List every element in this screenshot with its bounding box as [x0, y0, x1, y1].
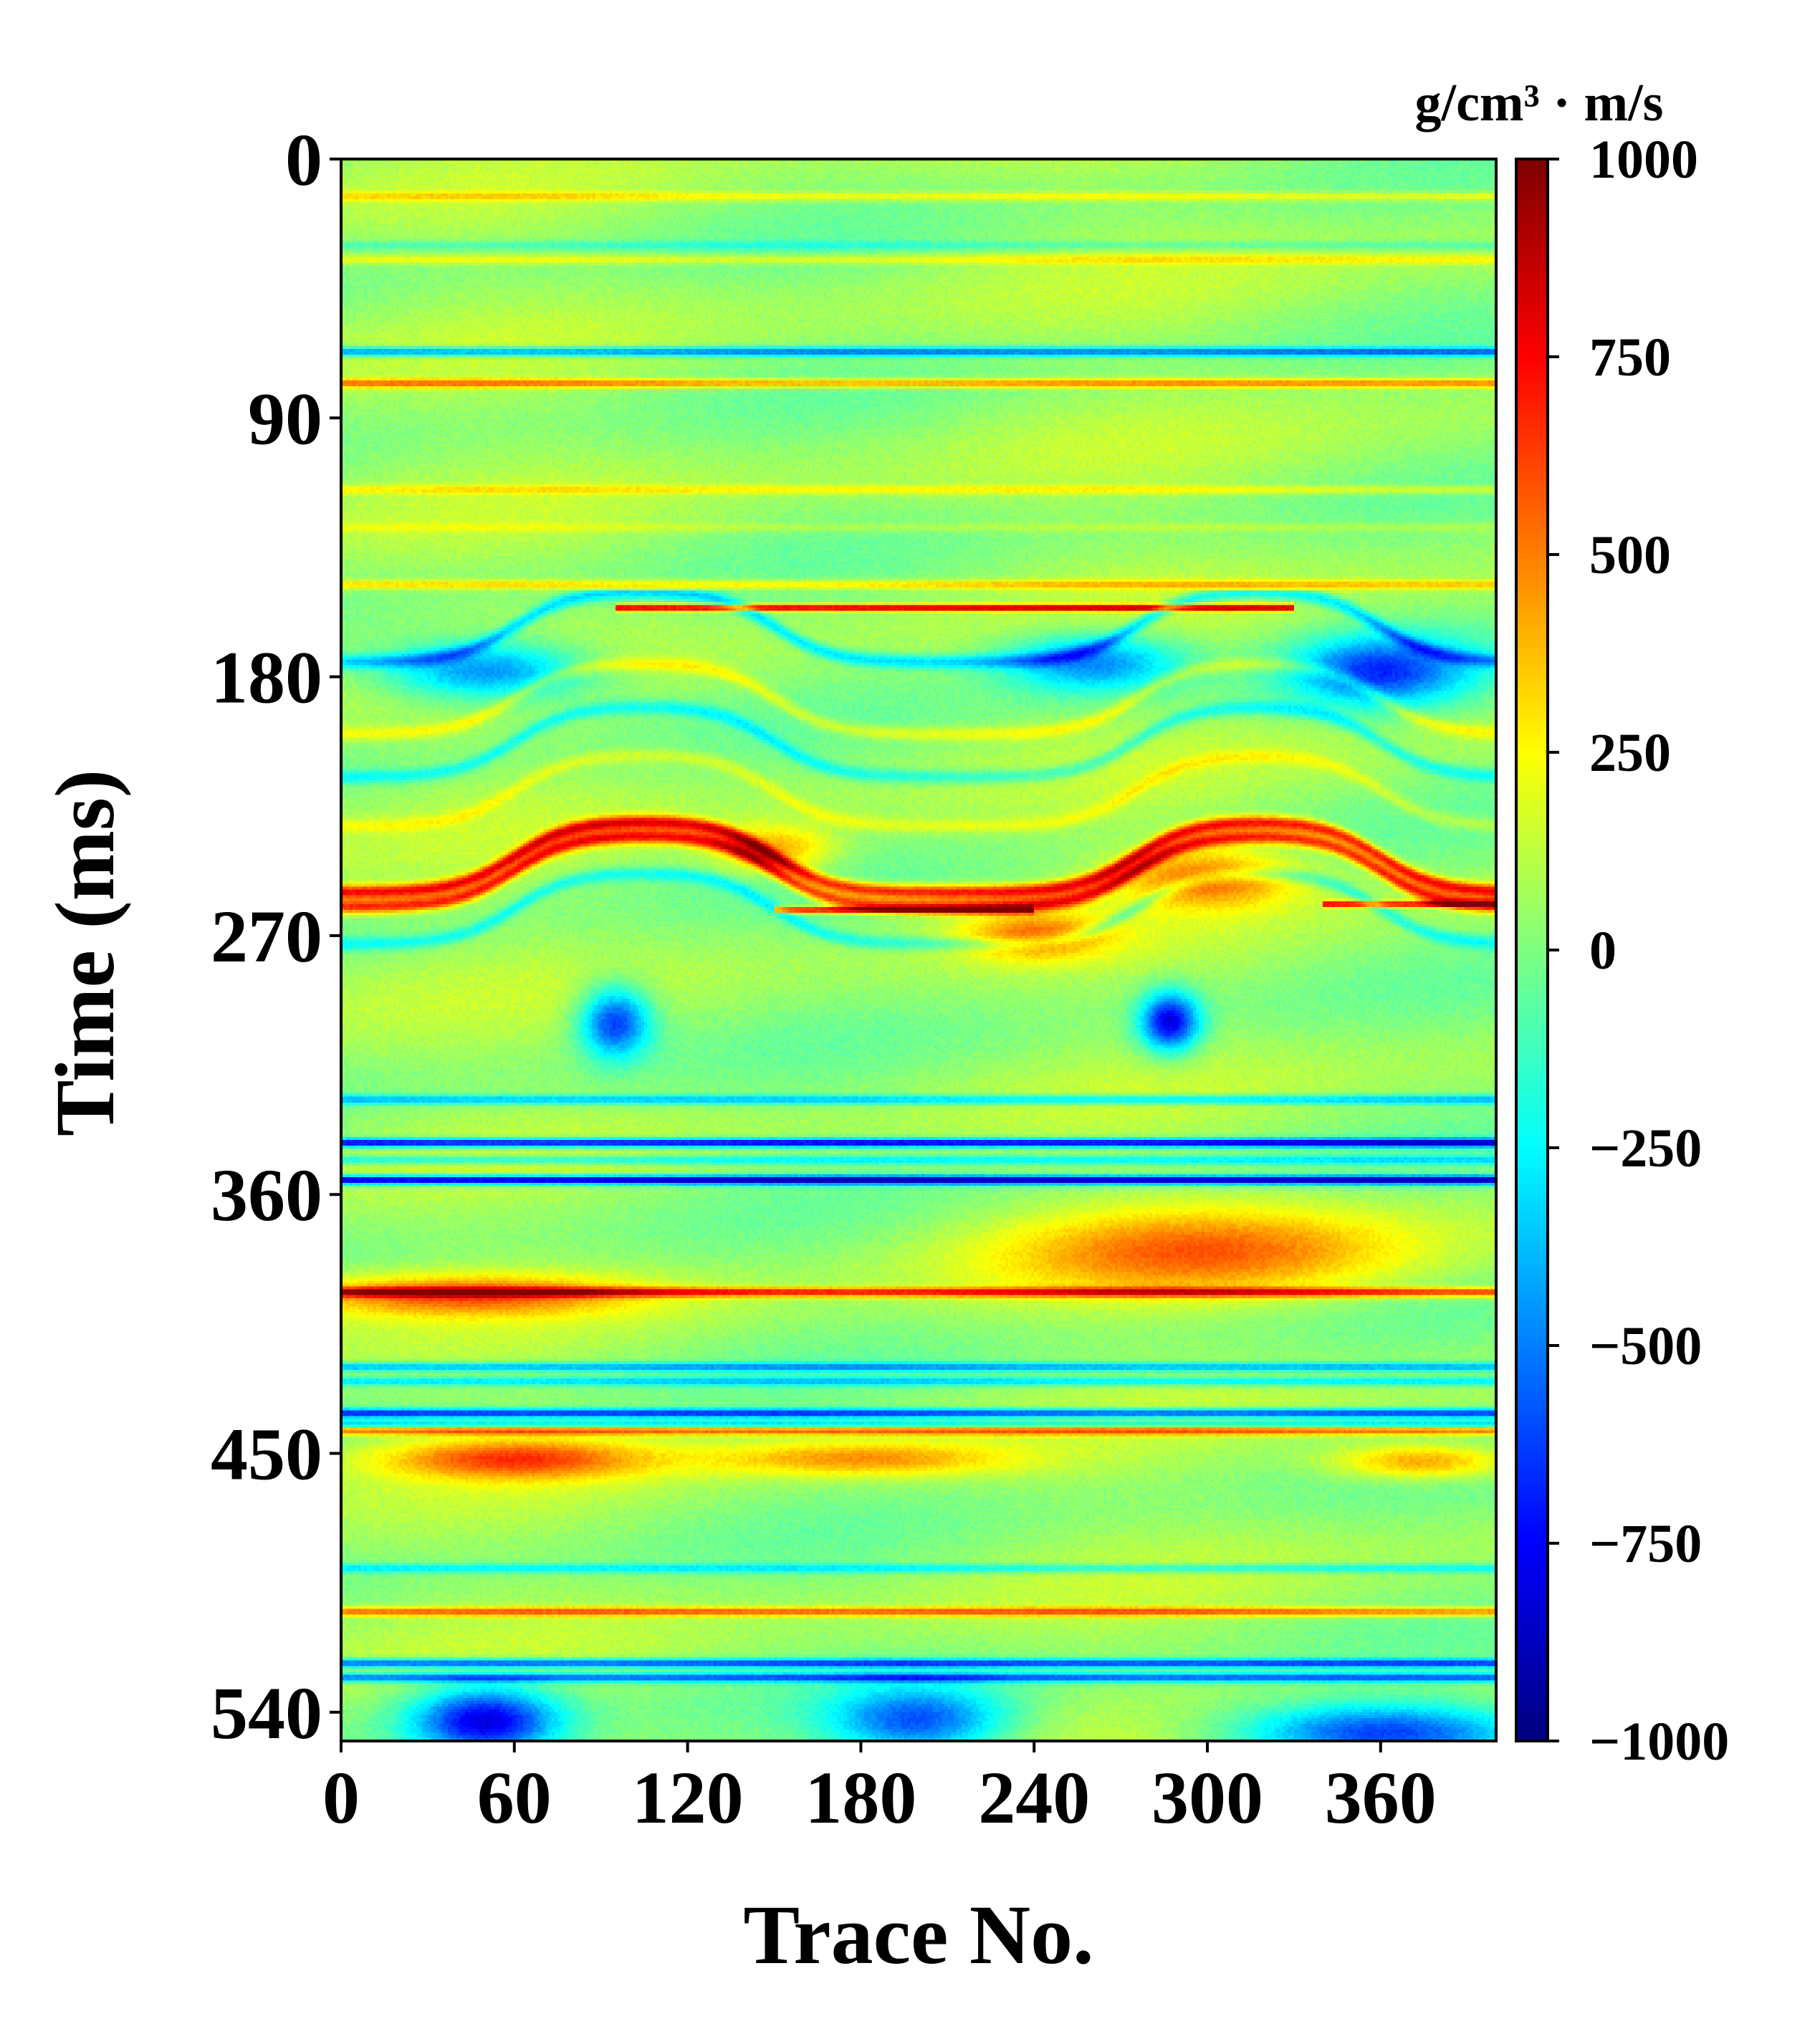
- heatmap-image: [341, 159, 1496, 1741]
- colorbar: 1000 750 500 250 0 −250 −500 −750 −1000 g/cm³ · …: [1415, 74, 1730, 1772]
- y-tick-label: 450: [211, 1414, 322, 1496]
- y-tick-label: 90: [248, 378, 322, 460]
- x-tick-label: 300: [1151, 1757, 1263, 1839]
- x-axis: 0 60 120 180 240 300 360: [322, 1741, 1437, 1839]
- colorbar-tick-label: 1000: [1589, 130, 1698, 190]
- colorbar-tick-label: 250: [1589, 723, 1671, 783]
- x-tick-label: 60: [477, 1757, 552, 1839]
- x-axis-title: Trace No.: [743, 1888, 1093, 1982]
- y-axis-title: Time (ms): [38, 769, 132, 1136]
- y-tick-label: 270: [211, 896, 322, 978]
- colorbar-tick-label: 750: [1589, 327, 1671, 388]
- colorbar-tick-label: −250: [1589, 1118, 1702, 1179]
- x-tick-label: 240: [978, 1757, 1090, 1839]
- y-tick-label: 540: [211, 1672, 322, 1755]
- x-tick-label: 120: [632, 1757, 744, 1839]
- colorbar-tick-label: −500: [1589, 1316, 1702, 1376]
- heatmap-plot-area: [340, 158, 1498, 1742]
- y-axis: 0 90 180 270 360 450 540: [211, 119, 341, 1755]
- colorbar-tick-label: 0: [1589, 921, 1617, 981]
- plot-frame: [340, 158, 1498, 1742]
- colorbar-tick-label: −750: [1589, 1514, 1702, 1574]
- colorbar-gradient: [1516, 159, 1548, 1741]
- x-tick-label: 0: [322, 1757, 360, 1839]
- colorbar-tick-label: −1000: [1589, 1712, 1729, 1772]
- y-tick-label: 0: [285, 119, 322, 201]
- x-tick-label: 180: [805, 1757, 916, 1839]
- colorbar-tick-label: 500: [1589, 525, 1671, 585]
- colorbar-unit-label: g/cm³ · m/s: [1415, 74, 1664, 133]
- colorbar-ticks: 1000 750 500 250 0 −250 −500 −750 −1000: [1548, 130, 1729, 1772]
- y-tick-label: 180: [211, 637, 322, 719]
- y-tick-label: 360: [211, 1154, 322, 1237]
- x-tick-label: 360: [1325, 1757, 1437, 1839]
